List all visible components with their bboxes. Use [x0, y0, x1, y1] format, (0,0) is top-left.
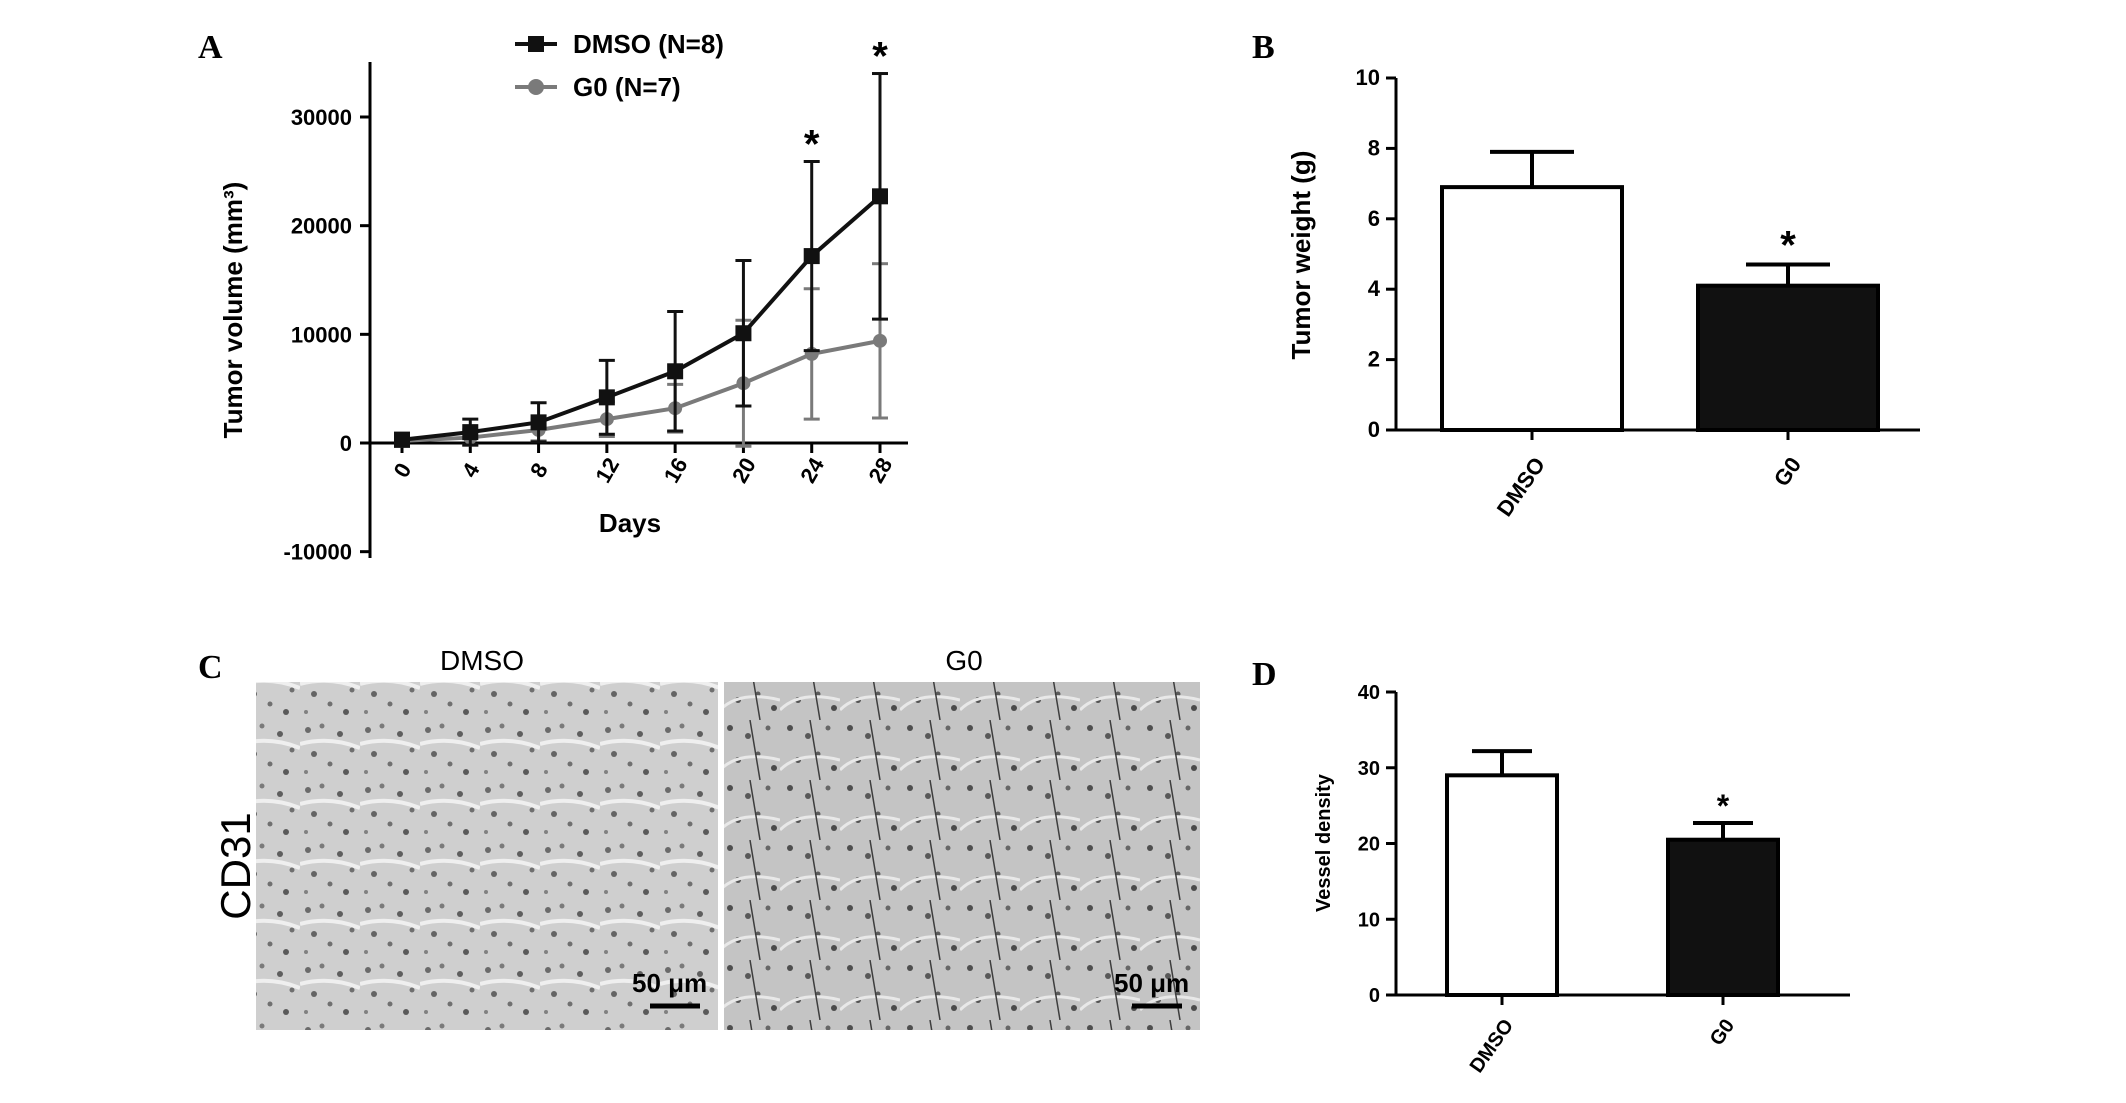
b-x-tick-label: DMSO [1492, 453, 1550, 521]
legend-dmso-label: DMSO (N=8) [573, 29, 724, 59]
a-x-tick-label: 12 [590, 453, 624, 487]
dmso-data-point [872, 188, 888, 205]
chart-d-vessel-density: Vessel density 0 10 20 30 40 DMSO G0 * [1313, 682, 1850, 1077]
histology-image-dmso [256, 682, 718, 1030]
d-significance-star: * [1717, 788, 1730, 824]
panel-label-d: D [1252, 656, 1277, 693]
image-label-g0: G0 [945, 645, 982, 676]
d-y-tick-label: 0 [1369, 985, 1380, 1007]
scale-bar-label-dmso: 50 μm [632, 968, 707, 998]
d-x-tick-label: DMSO [1466, 1015, 1518, 1077]
legend-g0-marker [528, 79, 544, 95]
panel-label-a: A [198, 29, 223, 66]
a-x-tick-label: 16 [659, 453, 693, 487]
a-x-tick-label: 4 [457, 458, 485, 482]
b-y-tick-label: 0 [1368, 417, 1380, 442]
b-y-tick-label: 10 [1356, 65, 1380, 90]
significance-star: * [804, 123, 820, 167]
d-y-tick-label: 30 [1358, 758, 1380, 780]
a-x-tick-label: 8 [525, 459, 553, 482]
image-label-dmso: DMSO [440, 645, 524, 676]
a-y-tick-label: 20000 [291, 214, 352, 239]
d-y-tick-label: 20 [1358, 834, 1380, 856]
b-y-tick-label: 4 [1368, 276, 1381, 301]
dmso-data-point [667, 363, 684, 380]
dmso-data-point [462, 424, 479, 441]
dmso-data-point [735, 325, 752, 342]
a-y-tick-label: 30000 [291, 105, 352, 130]
scale-bar-label-g0: 50 μm [1114, 968, 1189, 998]
chart-b-tumor-weight: Tumor weight (g) 0 2 4 6 8 10 DMSO G0 * [1286, 65, 1920, 521]
a-x-tick-label: 24 [795, 453, 829, 487]
g0-series-line [401, 338, 881, 443]
d-y-axis-title: Vessel density [1313, 773, 1335, 912]
g0-data-point [873, 333, 887, 348]
b-y-tick-label: 6 [1368, 206, 1380, 231]
b-x-tick-label: G0 [1769, 453, 1806, 491]
d-y-tick-label: 40 [1358, 682, 1380, 704]
a-y-tick-label: 0 [340, 431, 352, 456]
a-x-tick-label: 0 [389, 459, 417, 482]
a-x-tick-label: 20 [727, 453, 761, 487]
a-y-axis-title: Tumor volume (mm³) [218, 182, 248, 439]
significance-star: * [872, 35, 888, 79]
a-x-tick-label: 28 [863, 453, 897, 487]
dmso-data-point [394, 431, 410, 448]
d-x-tick-label: G0 [1706, 1015, 1739, 1049]
histology-image-g0 [724, 682, 1200, 1030]
a-y-tick-label: -10000 [283, 540, 352, 565]
dmso-data-point [530, 414, 547, 431]
a-y-tick-label: 10000 [291, 322, 352, 347]
a-legend: DMSO (N=8) G0 (N=7) [515, 29, 724, 102]
d-y-tick-label: 10 [1358, 909, 1380, 931]
b-y-axis-title: Tumor weight (g) [1286, 151, 1316, 360]
dmso-series-line [401, 194, 882, 442]
b-y-tick-label: 8 [1368, 135, 1380, 160]
b-bar-dmso [1440, 185, 1624, 432]
chart-a-tumor-volume: Tumor volume (mm³) Days -10000 0 10000 2000… [218, 29, 908, 565]
dmso-data-point [598, 389, 615, 406]
legend-g0-label: G0 (N=7) [573, 72, 681, 102]
b-bar-g0 [1696, 283, 1880, 432]
stain-label: CD31 [212, 812, 259, 919]
legend-dmso-marker [528, 36, 544, 52]
dmso-data-point [803, 248, 820, 265]
image-separator [718, 682, 724, 1030]
d-bar-g0 [1666, 837, 1780, 998]
cd31-image-panel: CD31 DMSO G0 50 μm 50 μm [212, 645, 1200, 1030]
b-significance-star: * [1780, 224, 1796, 268]
b-y-tick-label: 2 [1368, 347, 1380, 372]
panel-label-c: C [198, 649, 223, 686]
a-x-axis-title: Days [599, 508, 661, 538]
panel-label-b: B [1252, 29, 1275, 66]
d-bar-dmso [1445, 773, 1559, 998]
